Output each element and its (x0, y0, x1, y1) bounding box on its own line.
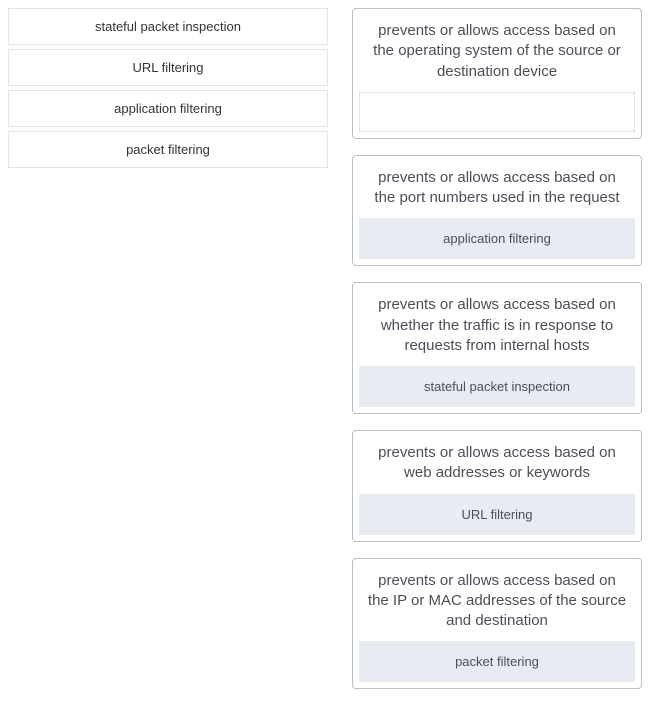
target-card: prevents or allows access based on web a… (352, 430, 642, 542)
target-description: prevents or allows access based on wheth… (359, 289, 635, 366)
target-card: prevents or allows access based on wheth… (352, 282, 642, 414)
source-list: stateful packet inspection URL filtering… (8, 8, 328, 168)
target-description: prevents or allows access based on the o… (359, 15, 635, 92)
target-card: prevents or allows access based on the I… (352, 558, 642, 690)
source-item[interactable]: URL filtering (8, 49, 328, 86)
target-description: prevents or allows access based on the I… (359, 565, 635, 642)
dropzone-answer[interactable]: URL filtering (359, 494, 635, 535)
source-item[interactable]: packet filtering (8, 131, 328, 168)
source-item[interactable]: stateful packet inspection (8, 8, 328, 45)
target-description: prevents or allows access based on the p… (359, 162, 635, 219)
dropzone-answer[interactable]: stateful packet inspection (359, 366, 635, 407)
dropzone-answer[interactable]: packet filtering (359, 641, 635, 682)
target-card: prevents or allows access based on the o… (352, 8, 642, 139)
matching-exercise: stateful packet inspection URL filtering… (8, 8, 653, 689)
target-card: prevents or allows access based on the p… (352, 155, 642, 267)
dropzone-empty[interactable] (359, 92, 635, 132)
target-list: prevents or allows access based on the o… (352, 8, 642, 689)
target-description: prevents or allows access based on web a… (359, 437, 635, 494)
source-item[interactable]: application filtering (8, 90, 328, 127)
dropzone-answer[interactable]: application filtering (359, 218, 635, 259)
